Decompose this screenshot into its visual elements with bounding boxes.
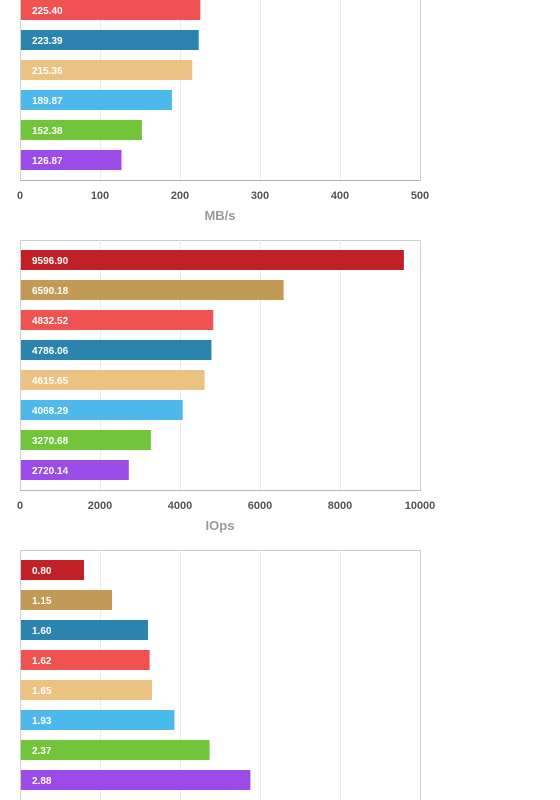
bar-value-label: 1.93 — [32, 716, 52, 727]
bar-value-label: 2.37 — [32, 746, 52, 757]
bar-value-label: 215.36 — [32, 66, 63, 77]
bar — [21, 340, 212, 360]
bar-chart-1: 225.40 223.39 215.36 189.87 152.38 126.87 0 100… — [17, 0, 429, 223]
x-tick-label: 8000 — [328, 500, 352, 512]
bar-value-label: 4832.52 — [32, 316, 69, 327]
bar-value-label: 2.88 — [32, 776, 52, 787]
bar — [21, 460, 129, 480]
bar — [21, 680, 152, 700]
bar-value-label: 4068.29 — [32, 406, 69, 417]
bar-value-label: 4615.65 — [32, 376, 69, 387]
bar — [21, 650, 150, 670]
bar-value-label: 6590.18 — [32, 286, 69, 297]
bar-value-label: 1.15 — [32, 596, 52, 607]
x-tick-label: 4000 — [168, 500, 192, 512]
bar — [21, 430, 151, 450]
bar — [21, 560, 84, 580]
bar-value-label: 189.87 — [32, 96, 63, 107]
bar — [21, 710, 175, 730]
plot-frame — [20, 240, 421, 491]
bar — [21, 370, 205, 390]
bar-value-label: 9596.90 — [32, 256, 69, 267]
x-tick-label: 0 — [17, 500, 23, 512]
x-tick-label: 400 — [331, 190, 349, 202]
bar — [21, 250, 404, 270]
bar-value-label: 1.65 — [32, 686, 52, 697]
x-tick-label: 0 — [17, 190, 23, 202]
bar — [21, 0, 201, 20]
x-tick-label: 6000 — [248, 500, 272, 512]
bar-value-label: 152.38 — [32, 126, 63, 137]
bar — [21, 400, 183, 420]
x-axis-title: MB/s — [204, 208, 235, 223]
bar-value-label: 223.39 — [32, 36, 63, 47]
x-tick-label: 2000 — [88, 500, 112, 512]
bar — [21, 120, 142, 140]
bar-value-label: 126.87 — [32, 156, 63, 167]
bar-chart-3: 0.80 1.15 1.60 1.62 1.65 1.93 2.37 2.88 — [20, 550, 421, 800]
bar-value-label: 1.60 — [32, 626, 52, 637]
bar — [21, 90, 172, 110]
bar — [21, 770, 251, 790]
bar-value-label: 225.40 — [32, 6, 63, 17]
bar-value-label: 2720.14 — [32, 466, 69, 477]
plot-frame — [20, 550, 421, 800]
bar-value-label: 3270.68 — [32, 436, 69, 447]
bar-chart-2: 9596.90 6590.18 4832.52 4786.06 4615.65 4068.… — [17, 240, 435, 533]
bar — [21, 590, 112, 610]
bar — [21, 280, 284, 300]
x-tick-label: 100 — [91, 190, 109, 202]
x-axis-title: IOps — [206, 518, 235, 533]
bar-value-label: 4786.06 — [32, 346, 69, 357]
bar-value-label: 0.80 — [32, 566, 52, 577]
x-tick-label: 500 — [411, 190, 429, 202]
bar — [21, 740, 210, 760]
bar — [21, 150, 122, 170]
bar — [21, 30, 199, 50]
bar — [21, 620, 148, 640]
bar — [21, 60, 193, 80]
x-tick-label: 10000 — [405, 500, 436, 512]
bar — [21, 310, 214, 330]
x-tick-label: 200 — [171, 190, 189, 202]
bar-value-label: 1.62 — [32, 656, 52, 667]
x-tick-label: 300 — [251, 190, 269, 202]
